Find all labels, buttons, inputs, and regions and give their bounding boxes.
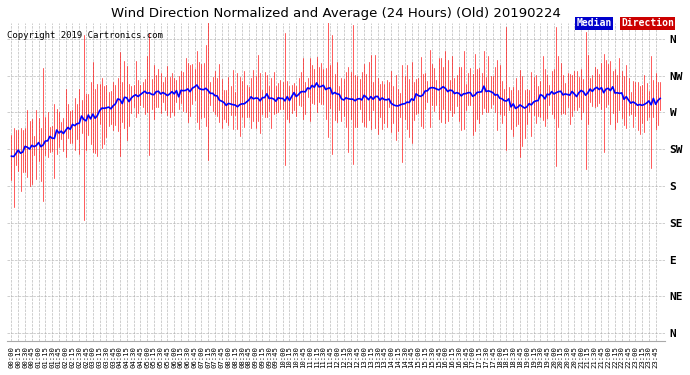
Title: Wind Direction Normalized and Average (24 Hours) (Old) 20190224: Wind Direction Normalized and Average (2… — [111, 7, 561, 20]
Text: Median: Median — [576, 18, 611, 28]
Text: Direction: Direction — [621, 18, 674, 28]
Text: Copyright 2019 Cartronics.com: Copyright 2019 Cartronics.com — [7, 30, 163, 39]
